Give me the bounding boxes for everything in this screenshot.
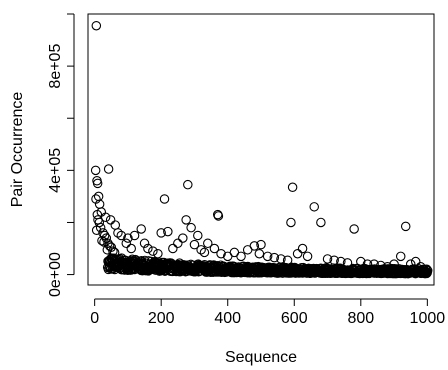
data-point <box>92 178 103 189</box>
data-point <box>213 211 224 221</box>
x-axis: 0 200 400 600 800 1000 <box>90 298 446 327</box>
data-point <box>126 243 137 254</box>
plot-frame <box>87 13 435 286</box>
x-tick-label: 800 <box>347 310 374 327</box>
y-tick-label: 8e+05 <box>47 44 64 89</box>
x-tick-label: 600 <box>281 310 308 327</box>
data-point <box>199 247 210 258</box>
data-point <box>302 251 313 262</box>
data-point <box>97 235 107 246</box>
data-point <box>110 220 121 230</box>
data-point <box>196 245 206 255</box>
data-point <box>297 243 308 254</box>
data-point <box>286 217 296 228</box>
data-point <box>349 224 359 234</box>
data-point <box>189 239 200 250</box>
data-point <box>163 226 173 237</box>
data-point <box>269 252 280 263</box>
data-point <box>173 238 183 249</box>
data-point <box>99 230 110 241</box>
data-point <box>105 215 116 225</box>
y-axis: 0e+00 4e+05 8e+05 <box>47 13 75 297</box>
data-point <box>183 179 193 190</box>
data-point <box>168 243 178 254</box>
y-tick-label: 0e+00 <box>47 252 64 297</box>
data-point <box>159 194 170 204</box>
data-point <box>316 217 326 228</box>
data-point <box>139 238 150 249</box>
data-point <box>153 248 163 259</box>
data-point <box>178 233 188 243</box>
x-tick-label: 400 <box>214 310 241 327</box>
data-point <box>256 239 266 250</box>
data-point <box>186 222 196 233</box>
data-point <box>143 243 153 254</box>
data-point <box>422 267 432 277</box>
data-point <box>209 243 220 254</box>
x-axis-title: Sequence <box>225 349 297 366</box>
data-point <box>309 202 319 212</box>
x-tick-label: 1000 <box>410 310 446 327</box>
y-tick-label: 4e+05 <box>47 148 64 193</box>
data-point <box>100 212 111 223</box>
data-point <box>292 248 303 259</box>
data-point <box>249 241 260 251</box>
data-point <box>91 20 102 31</box>
data-point <box>181 215 191 225</box>
data-point <box>123 233 133 243</box>
data-point <box>103 164 114 174</box>
data-point <box>421 264 432 274</box>
data-point <box>287 182 298 193</box>
data-point <box>90 165 101 176</box>
y-axis-title: Pair Occurrence <box>9 92 26 208</box>
plot-area <box>87 13 435 286</box>
data-point <box>322 254 333 264</box>
data-point <box>156 228 166 238</box>
data-point <box>262 251 273 262</box>
data-point <box>254 248 265 259</box>
x-tick-label: 200 <box>148 310 175 327</box>
data-point <box>236 251 246 262</box>
data-point <box>136 224 146 234</box>
data-point <box>121 238 132 249</box>
x-tick-label: 0 <box>90 310 99 327</box>
data-point <box>116 230 127 241</box>
data-point <box>193 230 203 241</box>
data-point <box>113 228 123 238</box>
data-point <box>395 251 406 262</box>
data-point <box>203 238 213 249</box>
data-point <box>129 230 140 241</box>
data-point <box>400 221 411 232</box>
data-point <box>216 248 226 259</box>
data-point <box>148 246 158 256</box>
data-point <box>91 225 102 236</box>
data-points <box>90 20 433 279</box>
